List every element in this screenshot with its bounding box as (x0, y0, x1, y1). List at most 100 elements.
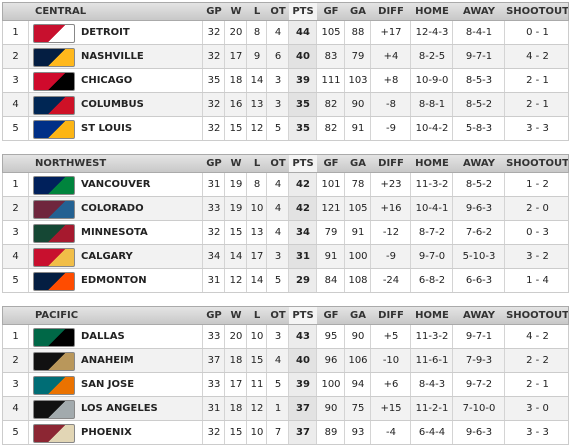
divider (224, 269, 225, 292)
divider (344, 221, 345, 244)
stat: 8-8-1 (418, 99, 446, 110)
divider (28, 45, 29, 68)
stat: 106 (348, 355, 368, 366)
team-row: 2 COLORADO 33 19 10 4 42 121 105 +16 10-4-1 9-6-3 2 … (2, 197, 569, 221)
stat: 3 - 3 (526, 427, 549, 438)
stat: 101 (321, 179, 341, 190)
divider (344, 93, 345, 116)
stat: -9 (386, 251, 396, 262)
stat: +4 (383, 51, 399, 62)
stat: 89 (324, 427, 338, 438)
stat: -9 (386, 123, 396, 134)
pts-header-shade (289, 155, 317, 172)
divider (202, 325, 203, 348)
divider (504, 397, 505, 420)
divider (370, 69, 371, 92)
rank: 2 (12, 203, 19, 214)
divider (452, 421, 453, 444)
divider (28, 117, 29, 140)
stat: 35 (207, 75, 221, 86)
divider (316, 325, 317, 348)
column-header: GF (323, 6, 339, 17)
divider (202, 93, 203, 116)
divider (246, 221, 247, 244)
divider (452, 325, 453, 348)
divider (246, 45, 247, 68)
rank: 2 (12, 51, 19, 62)
column-header: GF (323, 158, 339, 169)
divider (344, 245, 345, 268)
divider (452, 117, 453, 140)
rank: 5 (12, 427, 19, 438)
divider (266, 397, 267, 420)
divider (410, 197, 411, 220)
team-row: 5 PHOENIX 32 15 10 7 37 89 93 -4 6-4-4 9-6-3 3 - 3 (2, 421, 569, 445)
divider (370, 245, 371, 268)
stat: 111 (321, 75, 341, 86)
team-logo (33, 400, 75, 419)
stat: 33 (207, 331, 221, 342)
divider (452, 173, 453, 196)
divider (410, 117, 411, 140)
divider (452, 197, 453, 220)
team-row: 2 NASHVILLE 32 17 9 6 40 83 79 +4 8-2-5 9-7-1 4 - 2 (2, 45, 569, 69)
divider (504, 173, 505, 196)
divider (266, 21, 267, 44)
divider (410, 221, 411, 244)
stat: 13 (250, 227, 264, 238)
column-header: HOME (415, 6, 449, 17)
divider (246, 397, 247, 420)
divider (288, 325, 289, 348)
stat: 32 (207, 99, 221, 110)
stat: 10 (250, 427, 264, 438)
stat: 95 (324, 331, 338, 342)
divider (288, 349, 289, 372)
divider (452, 397, 453, 420)
stat: 10-4-1 (415, 203, 449, 214)
divider (316, 197, 317, 220)
divider (316, 397, 317, 420)
pts-shade (289, 69, 317, 92)
stat: 79 (351, 51, 365, 62)
divider (224, 93, 225, 116)
team-logo (33, 376, 75, 395)
column-header: PTS (292, 6, 314, 17)
rank: 1 (12, 27, 19, 38)
stat: 91 (351, 227, 365, 238)
divider (224, 245, 225, 268)
rank: 1 (12, 179, 19, 190)
stat: 96 (324, 355, 338, 366)
stat: 34 (296, 227, 310, 238)
stat: -24 (382, 275, 400, 286)
divider (246, 117, 247, 140)
column-header: GA (350, 158, 366, 169)
divider (202, 349, 203, 372)
team-name: DALLAS (81, 331, 125, 342)
column-header: OT (270, 310, 286, 321)
divider (316, 45, 317, 68)
divider (288, 93, 289, 116)
stat: 8-2-5 (418, 51, 446, 62)
divider (504, 69, 505, 92)
stat: 7-6-2 (465, 227, 493, 238)
divider (246, 325, 247, 348)
team-row: 3 CHICAGO 35 18 14 3 39 111 103 +8 10-9-0 8-5-3 2 - … (2, 69, 569, 93)
column-header: OT (270, 158, 286, 169)
divider (344, 117, 345, 140)
column-header: OT (270, 6, 286, 17)
divider (28, 197, 29, 220)
team-name: CALGARY (81, 251, 133, 262)
divider (246, 197, 247, 220)
divider (28, 221, 29, 244)
team-logo (33, 72, 75, 91)
stat: 8-7-2 (418, 227, 446, 238)
pts-shade (289, 45, 317, 68)
stat: 2 - 2 (526, 355, 549, 366)
stat: 2 - 1 (526, 75, 549, 86)
stat: 10-9-0 (415, 75, 449, 86)
team-logo (33, 24, 75, 43)
divider (224, 349, 225, 372)
stat: 2 - 1 (526, 99, 549, 110)
divider (410, 397, 411, 420)
stat: 15 (229, 227, 243, 238)
